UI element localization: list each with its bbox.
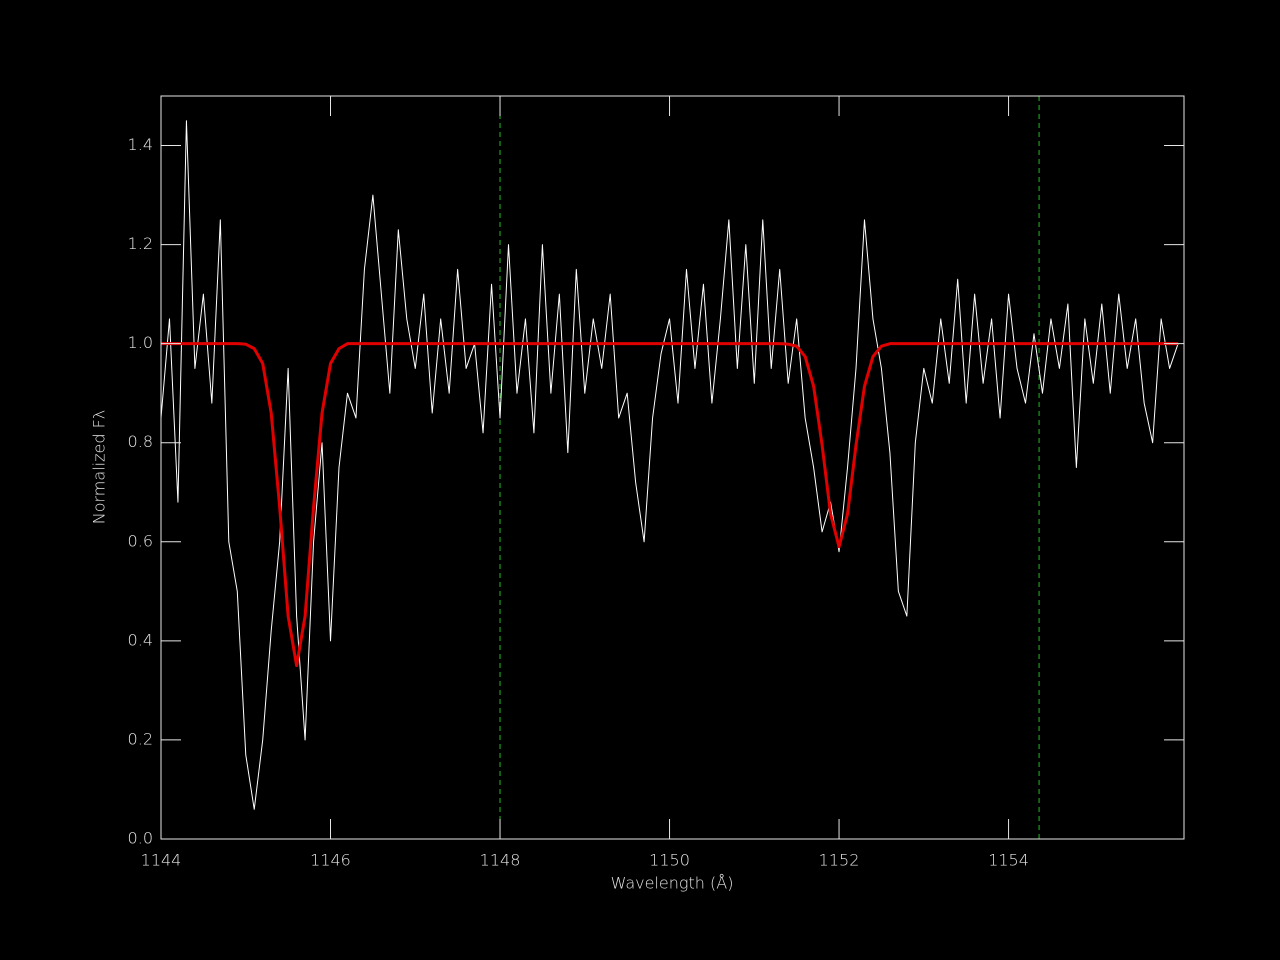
- series-line: [161, 342, 1179, 668]
- y-tick-label: 1.0: [128, 333, 153, 352]
- plot-frame: [160, 95, 1185, 840]
- y-tick-label: 1.2: [128, 234, 153, 253]
- y-axis-label: Normalized Fλ: [90, 410, 109, 525]
- x-tick-label: 1152: [819, 851, 860, 870]
- y-tick-label: 0.2: [128, 729, 153, 748]
- x-tick-label: 1154: [988, 851, 1029, 870]
- y-tick-label: 0.4: [128, 630, 153, 649]
- x-tick-label: 1148: [480, 851, 521, 870]
- y-tick-label: 0.0: [128, 829, 153, 848]
- x-tick-label: 1144: [141, 851, 182, 870]
- x-tick-label: 1146: [310, 851, 351, 870]
- series-line: [161, 120, 1179, 810]
- y-tick-label: 0.8: [128, 432, 153, 451]
- x-tick-label: 1150: [649, 851, 690, 870]
- x-axis-label: Wavelength (Å): [611, 874, 734, 893]
- y-tick-label: 0.6: [128, 531, 153, 550]
- y-tick-label: 1.4: [128, 135, 153, 154]
